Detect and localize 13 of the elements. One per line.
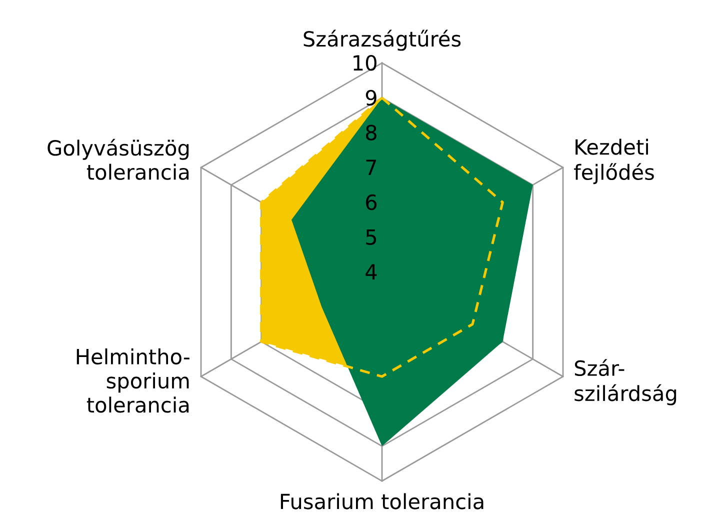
- spoke-label: Kezdeti fejlődés: [574, 138, 654, 184]
- spoke-label: Szár- szilárdság: [574, 359, 676, 406]
- spoke-label: Fusarium tolerancia: [280, 493, 484, 510]
- y-tick-label: 5: [366, 229, 376, 245]
- spoke-label: Golyvásüszög tolerancia: [48, 138, 189, 180]
- y-tick-label: 6: [366, 194, 377, 210]
- y-tick-label: 10: [354, 55, 376, 71]
- spoke-label: Helmintho- sporium tolerancia: [76, 348, 190, 413]
- spoke-label: Szárazságtűrés: [304, 30, 461, 51]
- y-tick-label: 4: [366, 264, 377, 280]
- y-tick-label: 8: [366, 124, 376, 140]
- y-tick-label: 9: [366, 90, 376, 106]
- y-tick-label: 7: [366, 160, 376, 175]
